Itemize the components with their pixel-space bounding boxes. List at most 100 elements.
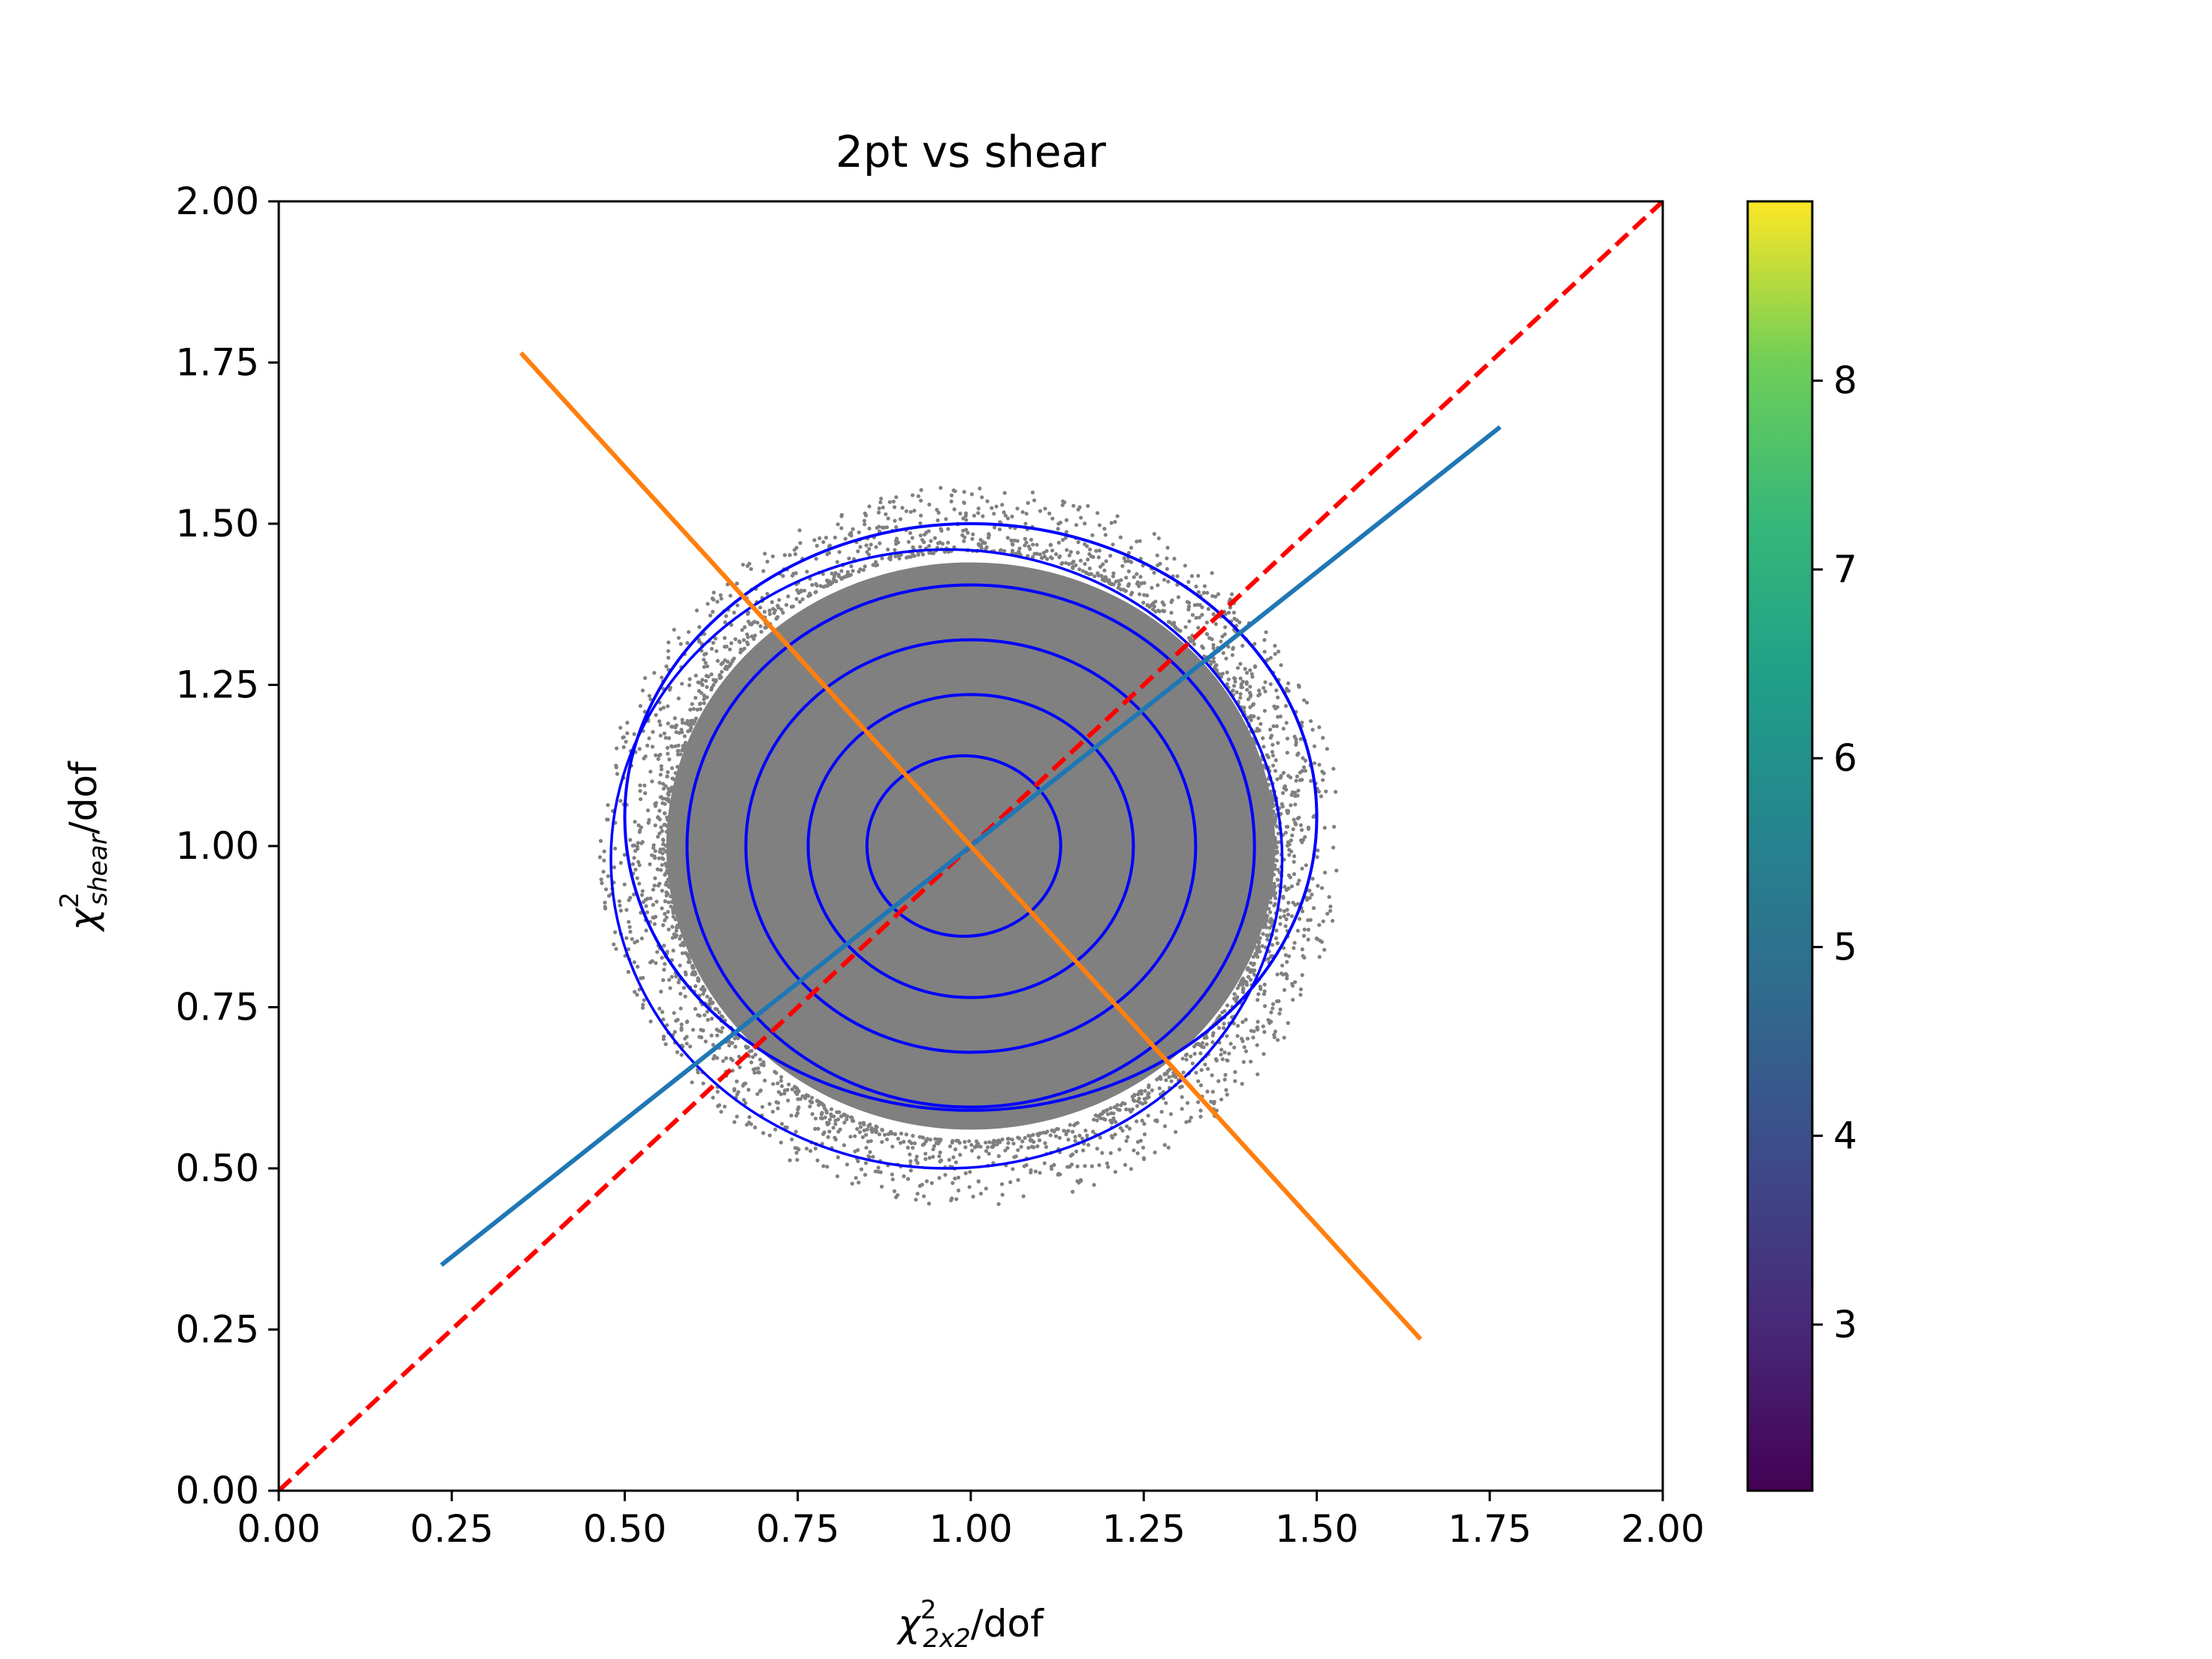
scatter-point [1324, 789, 1328, 793]
scatter-point [1132, 575, 1136, 579]
scatter-point [1029, 1168, 1033, 1173]
scatter-point [666, 751, 670, 756]
scatter-point [793, 1085, 798, 1089]
scatter-point [1152, 532, 1156, 536]
scatter-point [795, 1158, 799, 1162]
scatter-point [675, 923, 680, 928]
scatter-point [779, 1074, 784, 1080]
scatter-point [863, 511, 867, 515]
scatter-point [645, 896, 650, 901]
scatter-point [956, 1188, 961, 1193]
scatter-point [1119, 587, 1123, 591]
scatter-point [994, 504, 999, 509]
y-tick-label: 0.50 [176, 1147, 259, 1190]
scatter-point [1233, 1079, 1237, 1083]
scatter-point [1197, 615, 1201, 620]
scatter-point [806, 594, 811, 598]
scatter-point [1225, 1092, 1229, 1097]
scatter-point [665, 1023, 669, 1028]
scatter-point [908, 1168, 914, 1173]
scatter-point [618, 908, 623, 913]
scatter-point [1045, 1129, 1050, 1134]
scatter-point [826, 551, 832, 555]
scatter-point [1283, 787, 1288, 792]
scatter-point [1203, 1062, 1207, 1067]
scatter-point [669, 899, 674, 905]
scatter-point [1184, 1057, 1189, 1062]
scatter-point [1271, 1002, 1276, 1006]
scatter-point [1263, 920, 1268, 925]
scatter-point [877, 524, 881, 529]
scatter-point [664, 823, 669, 828]
scatter-point [842, 1120, 847, 1125]
scatter-point [914, 1154, 919, 1159]
scatter-point [1245, 687, 1250, 692]
scatter-point [743, 1101, 748, 1105]
scatter-point [705, 684, 709, 689]
contour-3 [744, 638, 1198, 1054]
scatter-point [787, 1082, 791, 1086]
scatter-point [715, 1033, 720, 1038]
scatter-point [1129, 545, 1134, 550]
scatter-point [702, 697, 706, 702]
scatter-point [953, 1147, 958, 1152]
scatter-point [787, 553, 792, 558]
scatter-point [1319, 886, 1325, 890]
scatter-point [1050, 556, 1054, 561]
scatter-point [1198, 1114, 1203, 1119]
scatter-point [1029, 1138, 1034, 1143]
scatter-point [1232, 675, 1237, 681]
scatter-point [669, 787, 674, 791]
scatter-point [638, 789, 642, 793]
x-tick-label: 0.50 [583, 1507, 666, 1551]
scatter-point [1294, 737, 1298, 742]
scatter-point [612, 942, 616, 947]
scatter-point [1037, 1138, 1042, 1143]
scatter-point [1139, 581, 1144, 585]
scatter-point [762, 609, 767, 614]
scatter-point [1170, 598, 1174, 603]
scatter-point [1322, 771, 1326, 775]
scatter-point [836, 574, 842, 579]
scatter-point [679, 1053, 684, 1057]
scatter-point [1199, 1044, 1204, 1049]
scatter-point [667, 687, 672, 692]
scatter-point [1160, 600, 1165, 605]
scatter-point [651, 845, 656, 850]
scatter-point [671, 910, 675, 914]
scatter-point [1210, 594, 1215, 598]
scatter-point [1280, 790, 1286, 796]
scatter-point [1283, 884, 1287, 889]
scatter-point [1262, 685, 1266, 690]
scatter-point [1289, 803, 1293, 808]
scatter-point [789, 604, 794, 609]
scatter-point [1272, 903, 1277, 908]
scatter-point [1108, 1106, 1113, 1111]
scatter-point [1253, 642, 1257, 646]
scatter-point [667, 757, 672, 762]
scatter-point [737, 640, 742, 645]
scatter-point [1238, 661, 1243, 666]
scatter-point [928, 1138, 932, 1142]
scatter-point [1205, 1066, 1210, 1071]
scatter-point [932, 1144, 937, 1148]
y-tick-label: 1.75 [176, 341, 259, 385]
scatter-point [632, 960, 636, 965]
scatter-point [1165, 556, 1169, 561]
scatter-point [741, 1083, 745, 1088]
scatter-point [836, 522, 840, 527]
scatter-point [1295, 816, 1300, 820]
scatter-point [832, 574, 837, 579]
scatter-point [911, 1146, 915, 1150]
scatter-point [732, 1086, 737, 1091]
scatter-point [862, 1122, 866, 1127]
scatter-point [1142, 1132, 1147, 1137]
scatter-point [920, 552, 926, 557]
scatter-point [658, 707, 663, 712]
scatter-point [978, 1191, 984, 1196]
scatter-point [1239, 682, 1243, 687]
scatter-point [1024, 512, 1029, 516]
scatter-point [628, 838, 633, 842]
scatter-point [682, 734, 687, 739]
scatter-point [1141, 1156, 1146, 1160]
